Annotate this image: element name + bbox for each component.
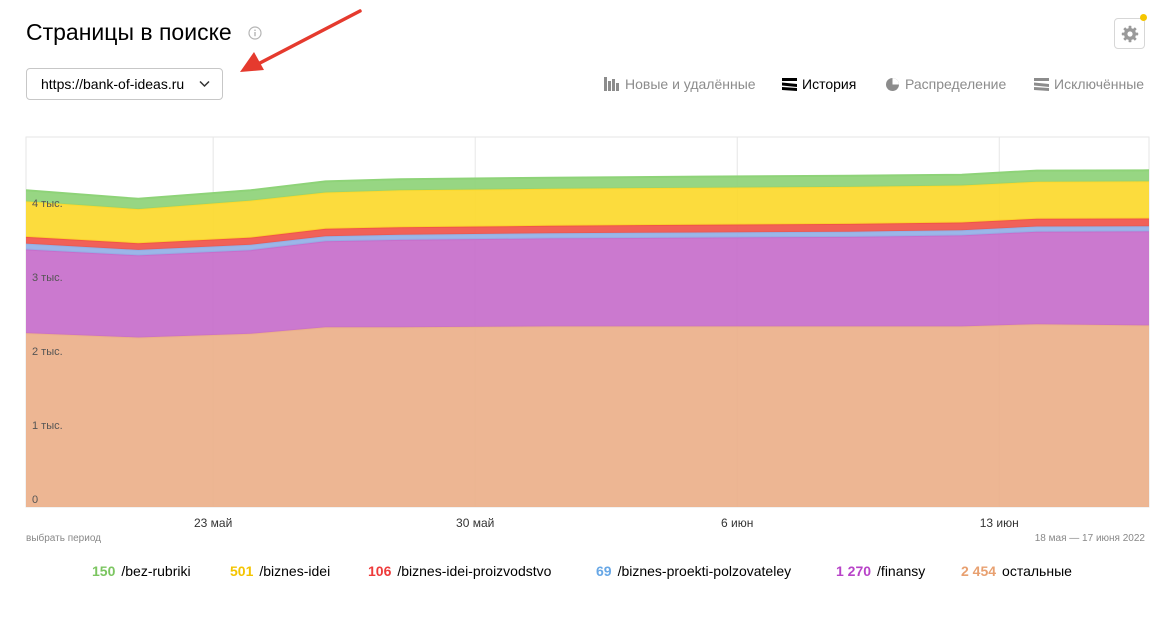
legend-name: остальные	[1002, 563, 1072, 579]
area-line-5	[25, 169, 1150, 200]
legend-value: 150	[92, 563, 116, 579]
page-title: Страницы в поиске	[26, 19, 232, 45]
host-select[interactable]: https://bank-of-ideas.ru	[26, 68, 223, 100]
bars-icon	[604, 77, 619, 91]
gear-icon	[1121, 25, 1138, 42]
tab-excluded-label: Исключённые	[1054, 76, 1145, 92]
area-series-4[interactable]	[26, 181, 1149, 244]
area-series-3[interactable]	[26, 218, 1149, 250]
legend-value: 2 454	[961, 563, 997, 579]
legend-value: 501	[230, 563, 254, 579]
area-series-2[interactable]	[26, 226, 1149, 256]
host-select-value: https://bank-of-ideas.ru	[41, 76, 185, 92]
settings-button[interactable]	[1114, 18, 1145, 49]
pie-icon	[886, 77, 899, 91]
tab-history-label: История	[802, 76, 857, 92]
y-tick-label: 3 тыс.	[32, 272, 63, 284]
legend-value: 106	[368, 563, 392, 579]
notification-dot	[1140, 14, 1147, 21]
legend-item-finansy[interactable]: 1 270/finansy	[836, 563, 925, 579]
legend-value: 69	[596, 563, 612, 579]
area-series-1[interactable]	[26, 231, 1149, 338]
legend-item-biznes-idei[interactable]: 501/biznes-idei	[230, 563, 330, 579]
annotation-arrow	[240, 9, 362, 72]
legend-item-bez-rubriki[interactable]: 150/bez-rubriki	[92, 563, 191, 579]
y-tick-label: 1 тыс.	[32, 420, 63, 432]
legend-value: 1 270	[836, 563, 872, 579]
legend-item-ostalnye[interactable]: 2 454 остальные	[961, 563, 1072, 579]
area-series-5[interactable]	[26, 170, 1149, 210]
legend-name: /biznes-idei-proizvodstvo	[397, 563, 552, 579]
legend-name: /bez-rubriki	[121, 563, 191, 579]
legend-name: /biznes-proekti-polzovateley	[617, 563, 792, 579]
tab-new-deleted-label: Новые и удалённые	[625, 76, 756, 92]
tab-distribution[interactable]: Распределение	[885, 74, 1006, 94]
date-range: 18 мая — 17 июня 2022	[1034, 533, 1145, 544]
chevron-down-icon	[199, 80, 210, 88]
legend-item-biznes-proekti-polzovateley[interactable]: 69/biznes-proekti-polzovateley	[596, 563, 791, 579]
y-tick-label: 2 тыс.	[32, 346, 63, 358]
layers-icon	[1034, 78, 1049, 91]
tab-excluded[interactable]: Исключённые	[1034, 74, 1144, 94]
x-tick-label: 6 июн	[721, 516, 753, 530]
legend-item-biznes-idei-proizvodstvo[interactable]: 106/biznes-idei-proizvodstvo	[368, 563, 551, 579]
x-tick-label: 13 июн	[980, 516, 1019, 530]
info-icon[interactable]	[248, 26, 262, 40]
y-tick-label: 4 тыс.	[32, 198, 63, 210]
legend-name: /biznes-idei	[259, 563, 331, 579]
tab-history[interactable]: История	[782, 74, 856, 94]
area-series-0[interactable]	[26, 324, 1149, 507]
select-period-link[interactable]: выбрать период	[26, 533, 101, 544]
x-tick-label: 30 май	[456, 516, 494, 530]
tab-distribution-label: Распределение	[905, 76, 1007, 92]
layers-icon	[782, 78, 797, 91]
chart-legend: 150/bez-rubriki 501/biznes-idei 106/bizn…	[0, 563, 1167, 583]
legend-name: /finansy	[877, 563, 926, 579]
y-tick-label: 0	[32, 494, 38, 506]
x-tick-label: 23 май	[194, 516, 232, 530]
tab-new-deleted[interactable]: Новые и удалённые	[604, 74, 756, 94]
